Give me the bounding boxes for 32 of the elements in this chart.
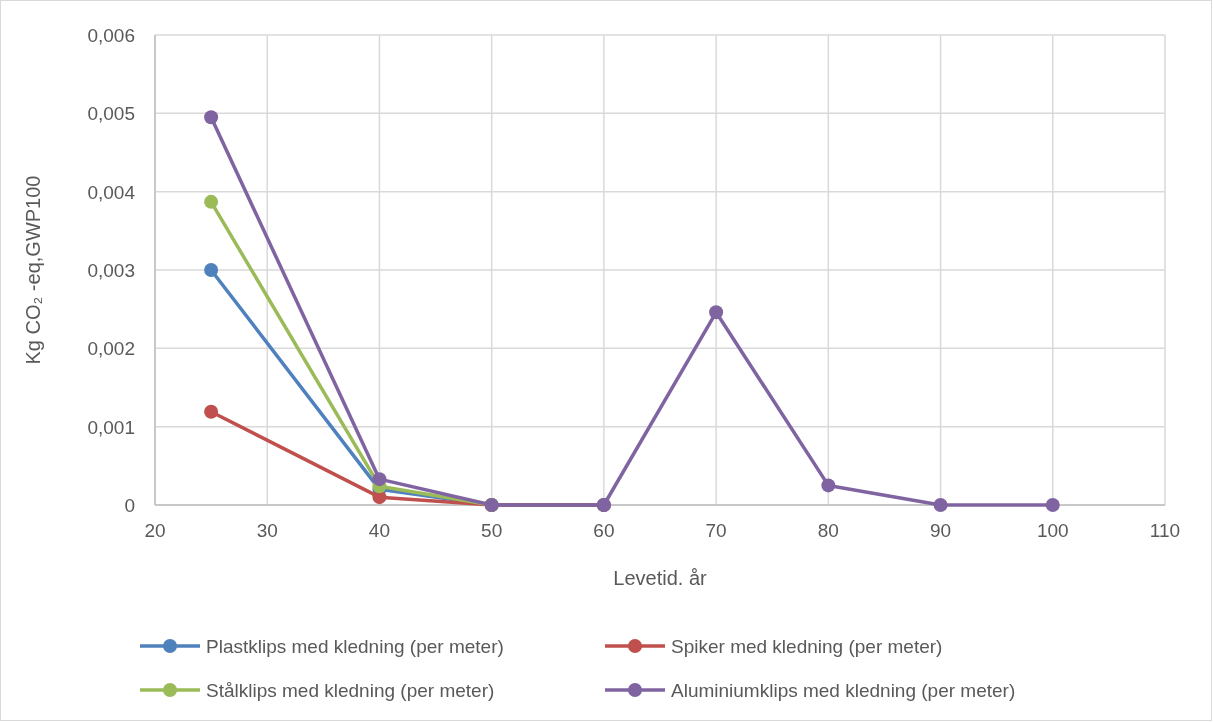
y-tick-label: 0,003 bbox=[87, 260, 135, 281]
y-tick-label: 0,001 bbox=[87, 416, 135, 438]
x-axis-title: Levetid. år bbox=[613, 567, 708, 589]
x-tick-label: 20 bbox=[144, 520, 166, 541]
legend-label: Spiker med kledning (per meter) bbox=[671, 636, 943, 657]
x-tick-label: 80 bbox=[817, 520, 839, 541]
x-tick-label: 110 bbox=[1149, 520, 1181, 541]
y-tick-label: 0,006 bbox=[87, 25, 135, 46]
x-tick-label: 90 bbox=[929, 520, 952, 541]
x-tick-label: 60 bbox=[593, 520, 615, 541]
point bbox=[821, 478, 836, 493]
point bbox=[1045, 498, 1060, 512]
point bbox=[709, 305, 724, 320]
point bbox=[204, 110, 219, 125]
y-tick-label: 0 bbox=[124, 495, 135, 516]
legend-label: Plastklips med kledning (per meter) bbox=[206, 636, 504, 657]
point bbox=[204, 263, 219, 277]
point bbox=[372, 472, 387, 487]
x-tick-label: 30 bbox=[256, 520, 278, 541]
y-tick-label: 0,002 bbox=[87, 338, 135, 360]
y-axis-title: Kg CO₂ -eq,GWP100 bbox=[22, 175, 44, 365]
point bbox=[204, 404, 219, 419]
y-tick-label: 0,005 bbox=[87, 103, 135, 125]
y-tick-label: 0,004 bbox=[87, 181, 136, 203]
x-tick-label: 70 bbox=[705, 520, 727, 541]
legend-label: Stålklips med kledning (per meter) bbox=[206, 680, 495, 701]
x-tick-label: 40 bbox=[368, 520, 391, 541]
x-tick-label: 100 bbox=[1036, 520, 1069, 541]
point bbox=[204, 194, 219, 209]
x-tick-label: 50 bbox=[481, 520, 503, 541]
legend-label: Aluminiumklips med kledning (per meter) bbox=[671, 680, 1016, 701]
point bbox=[933, 498, 948, 512]
